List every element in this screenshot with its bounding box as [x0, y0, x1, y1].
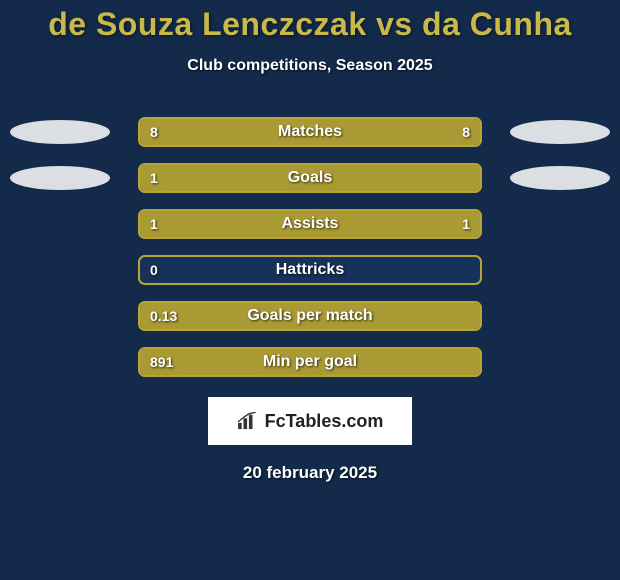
date-label: 20 february 2025: [0, 463, 620, 483]
stat-value-left: 0: [150, 257, 158, 283]
comparison-title: de Souza Lenczczak vs da Cunha: [0, 6, 620, 43]
stat-bar: Min per goal891: [138, 347, 482, 377]
stat-row: Goals per match0.13: [0, 301, 620, 331]
stat-row: Hattricks0: [0, 255, 620, 285]
player-left-marker: [10, 120, 110, 144]
stat-bar-fill-left: [140, 211, 310, 237]
stat-bar-fill-left: [140, 119, 310, 145]
stat-bar-fill-left: [140, 349, 480, 375]
fctables-logo: FcTables.com: [208, 397, 412, 445]
stat-bar-fill-left: [140, 303, 480, 329]
stat-bar-fill-left: [140, 165, 480, 191]
stat-bar-fill-right: [310, 211, 480, 237]
player-right-marker: [510, 120, 610, 144]
stats-rows: Matches88 Goals1 Assists11 Hattricks0 Goals …: [0, 117, 620, 377]
stat-row: Assists11: [0, 209, 620, 239]
stat-bar: Hattricks0: [138, 255, 482, 285]
stat-bar: Assists11: [138, 209, 482, 239]
stat-bar: Goals1: [138, 163, 482, 193]
stat-row: Min per goal891: [0, 347, 620, 377]
stat-bar: Goals per match0.13: [138, 301, 482, 331]
stat-label: Hattricks: [140, 257, 480, 283]
infographic-container: de Souza Lenczczak vs da Cunha Club comp…: [0, 0, 620, 580]
chart-icon: [237, 412, 259, 430]
logo-text: FcTables.com: [265, 411, 384, 432]
player-left-marker: [10, 166, 110, 190]
player-right-marker: [510, 166, 610, 190]
stat-bar: Matches88: [138, 117, 482, 147]
stat-row: Goals1: [0, 163, 620, 193]
stat-row: Matches88: [0, 117, 620, 147]
comparison-subtitle: Club competitions, Season 2025: [0, 57, 620, 75]
stat-bar-fill-right: [310, 119, 480, 145]
